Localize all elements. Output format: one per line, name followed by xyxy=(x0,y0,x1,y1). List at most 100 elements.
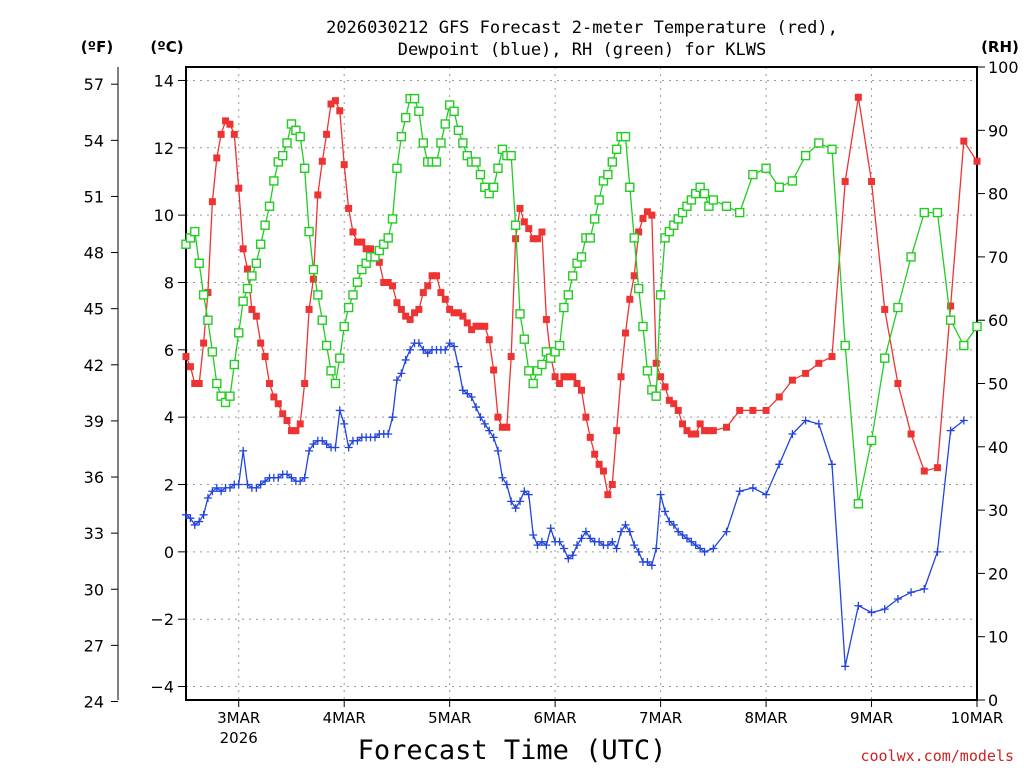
temperature-point xyxy=(432,272,440,280)
rh-point xyxy=(418,138,428,148)
temperature-point xyxy=(687,430,695,438)
dewpoint-point xyxy=(203,493,212,502)
dewpoint-point xyxy=(546,524,555,533)
dewpoint-point xyxy=(199,510,208,519)
dewpoint-point xyxy=(647,561,656,570)
dewpoint-point xyxy=(489,433,498,442)
x-tick-label: 8MAR xyxy=(744,709,787,727)
rh-point xyxy=(919,207,929,218)
rh-point xyxy=(932,207,943,218)
rh-point xyxy=(629,233,639,243)
dewpoint-point xyxy=(625,527,634,536)
temperature-point xyxy=(556,380,564,387)
rh-point xyxy=(313,290,323,300)
temperature-point xyxy=(894,380,902,387)
dewpoint-point xyxy=(700,547,709,556)
temperature-line xyxy=(185,97,978,497)
rh-point xyxy=(585,233,595,243)
temperature-point xyxy=(358,238,366,246)
temperature-point xyxy=(920,467,928,475)
rh-point xyxy=(528,378,538,389)
rh-point xyxy=(335,353,345,363)
temperature-point xyxy=(375,258,383,266)
temperature-point xyxy=(674,406,682,414)
temperature-point xyxy=(569,373,577,381)
temperature-point xyxy=(591,450,599,458)
temperature-point xyxy=(450,309,458,317)
temperature-point xyxy=(397,305,405,313)
chart-title-line-2: Dewpoint (blue), RH (green) for KLWS xyxy=(398,40,766,60)
dewpoint-point xyxy=(274,473,283,482)
celsius-tick-label: 0 xyxy=(164,543,174,562)
temperature-point xyxy=(182,353,190,361)
rh-point xyxy=(655,290,666,300)
temperature-point xyxy=(287,427,295,435)
temperature-point xyxy=(788,376,796,384)
temperature-point xyxy=(696,420,704,428)
rh-point xyxy=(554,340,565,351)
dewpoint-point xyxy=(353,436,362,445)
rh-point xyxy=(519,334,530,344)
temperature-point xyxy=(411,309,419,317)
rh-point xyxy=(453,125,464,136)
temperature-point xyxy=(274,400,282,408)
temperature-point xyxy=(459,312,467,320)
temperature-point xyxy=(802,369,810,377)
temperature-point xyxy=(309,275,317,283)
rh-point xyxy=(506,150,516,161)
celsius-tick-label: 4 xyxy=(164,408,174,427)
rh-point xyxy=(383,233,393,243)
rh-point xyxy=(190,226,200,237)
temperature-point xyxy=(542,316,550,324)
rh-point xyxy=(893,302,903,313)
rh-point xyxy=(611,144,622,154)
rh-point xyxy=(387,214,398,224)
rh-point xyxy=(735,207,745,218)
rh-point xyxy=(787,176,798,186)
celsius-tick-label: −2 xyxy=(150,610,174,629)
temperature-point xyxy=(586,433,594,441)
x-tick-label: 7MAR xyxy=(639,709,682,727)
temperature-point xyxy=(639,215,647,223)
temperature-point xyxy=(301,380,309,387)
rh-tick-label: 100 xyxy=(988,58,1019,77)
temperature-point xyxy=(406,316,414,324)
dewpoint-point xyxy=(445,339,454,348)
rh-tick-label: 80 xyxy=(988,185,1008,204)
rh-point xyxy=(945,315,956,325)
fahrenheit-tick-label: 33 xyxy=(84,524,104,543)
temperature-point xyxy=(661,383,669,391)
rh-point xyxy=(339,321,349,332)
rh-point xyxy=(234,328,244,338)
rh-tick-label: 60 xyxy=(988,311,1008,330)
temperature-point xyxy=(454,309,462,317)
temperature-point xyxy=(243,265,251,273)
dewpoint-point xyxy=(493,446,502,455)
dewpoint-point xyxy=(441,345,450,354)
dewpoint-point xyxy=(520,487,529,496)
temperature-point xyxy=(670,400,678,408)
rh-point xyxy=(761,163,771,173)
dewpoint-point xyxy=(524,490,533,499)
dewpoint-point xyxy=(946,426,955,435)
rh-point xyxy=(510,220,521,230)
temperature-point xyxy=(384,278,392,286)
dewpoint-point xyxy=(661,507,670,516)
temperature-point xyxy=(195,380,203,387)
rh-tick-label: 10 xyxy=(988,628,1008,647)
rh-point xyxy=(866,435,877,446)
temperature-point xyxy=(648,211,656,219)
temperature-point xyxy=(630,272,638,280)
dewpoint-point xyxy=(542,541,551,550)
x-tick-label: 4MAR xyxy=(323,709,366,727)
rh-point xyxy=(440,119,450,129)
dewpoint-point xyxy=(388,413,397,422)
dewpoint-point xyxy=(687,537,696,546)
dewpoint-point xyxy=(827,460,836,469)
rh-point xyxy=(198,290,209,300)
rh-point xyxy=(840,340,850,351)
rh-point xyxy=(348,290,358,300)
dewpoint-point xyxy=(555,537,564,546)
temperature-point xyxy=(512,235,520,243)
